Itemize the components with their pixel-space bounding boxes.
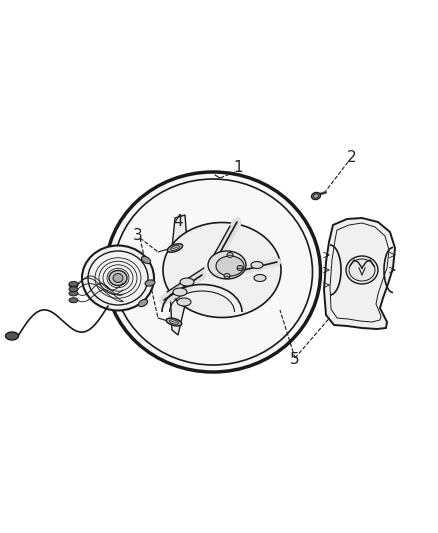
Ellipse shape [237,265,243,271]
Polygon shape [170,215,188,335]
Ellipse shape [69,298,78,303]
Ellipse shape [346,256,378,284]
Ellipse shape [6,332,18,340]
Ellipse shape [177,298,191,306]
Ellipse shape [170,320,178,324]
Ellipse shape [69,281,78,286]
Ellipse shape [106,172,321,372]
Ellipse shape [69,291,78,296]
Ellipse shape [227,253,233,257]
Text: 4: 4 [173,214,183,230]
Ellipse shape [180,278,194,286]
Polygon shape [324,218,395,329]
Ellipse shape [69,282,78,288]
Text: 3: 3 [133,229,143,244]
Ellipse shape [254,274,266,281]
Ellipse shape [314,194,318,198]
Ellipse shape [208,251,246,279]
Ellipse shape [82,246,154,311]
Ellipse shape [224,273,230,279]
Ellipse shape [167,244,183,252]
Ellipse shape [138,300,148,306]
Ellipse shape [166,318,182,326]
Ellipse shape [173,288,187,296]
Ellipse shape [311,192,321,199]
Ellipse shape [69,287,78,292]
Ellipse shape [216,256,244,276]
Ellipse shape [171,246,179,251]
Text: 5: 5 [290,352,300,367]
Ellipse shape [145,280,155,286]
Text: 1: 1 [233,160,243,175]
Text: 2: 2 [347,150,357,166]
Ellipse shape [141,256,151,264]
Ellipse shape [109,271,127,286]
Ellipse shape [113,273,123,282]
Ellipse shape [163,222,281,318]
Ellipse shape [251,262,263,269]
